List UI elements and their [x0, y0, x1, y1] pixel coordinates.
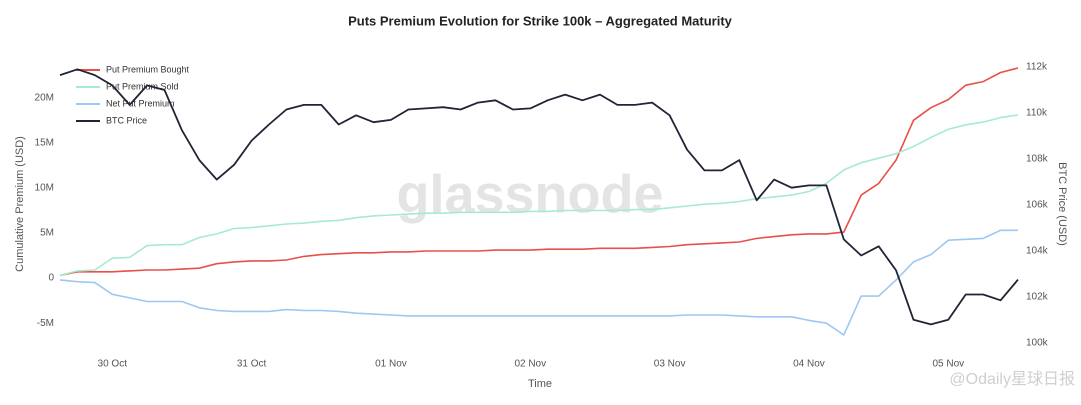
x-tick-label: 30 Oct [98, 359, 128, 370]
legend-label: Put Premium Sold [106, 81, 179, 91]
y2-tick-label: 108k [1026, 154, 1049, 165]
y2-tick-label: 104k [1026, 246, 1049, 257]
series-line [59, 67, 1019, 277]
x-tick-label: 01 Nov [375, 359, 407, 370]
y2-tick-label: 100k [1026, 337, 1049, 348]
y-axis-label: Cumulative Premium (USD) [14, 136, 26, 272]
legend-label: Put Premium Bought [106, 64, 190, 74]
x-tick-label: 31 Oct [237, 359, 267, 370]
series-line [59, 229, 1018, 336]
y2-tick-label: 112k [1026, 62, 1048, 73]
y-tick-label: 10M [35, 183, 54, 194]
x-tick-label: 05 Nov [932, 359, 964, 370]
legend-label: Net Put Premium [106, 98, 175, 108]
y-tick-label: 5M [40, 228, 54, 239]
y-tick-label: 0 [48, 273, 54, 284]
y2-axis-label: BTC Price (USD) [1056, 162, 1068, 246]
series-line [59, 68, 1019, 326]
y2-tick-label: 106k [1026, 200, 1049, 211]
x-tick-label: 04 Nov [793, 359, 825, 370]
legend-label: BTC Price [106, 115, 147, 125]
source-watermark: @Odaily星球日报 [949, 370, 1075, 388]
x-tick-label: 03 Nov [654, 359, 686, 370]
x-axis-label: Time [528, 378, 552, 390]
y-tick-label: 20M [35, 92, 54, 103]
chart-title: Puts Premium Evolution for Strike 100k –… [348, 13, 733, 28]
watermark: glassnode [396, 164, 663, 224]
series-line [59, 114, 1019, 277]
y2-tick-label: 102k [1026, 291, 1049, 302]
x-tick-label: 02 Nov [514, 359, 546, 370]
y2-tick-label: 110k [1026, 108, 1048, 119]
y-tick-label: -5M [37, 318, 54, 329]
y-tick-label: 15M [35, 137, 54, 148]
